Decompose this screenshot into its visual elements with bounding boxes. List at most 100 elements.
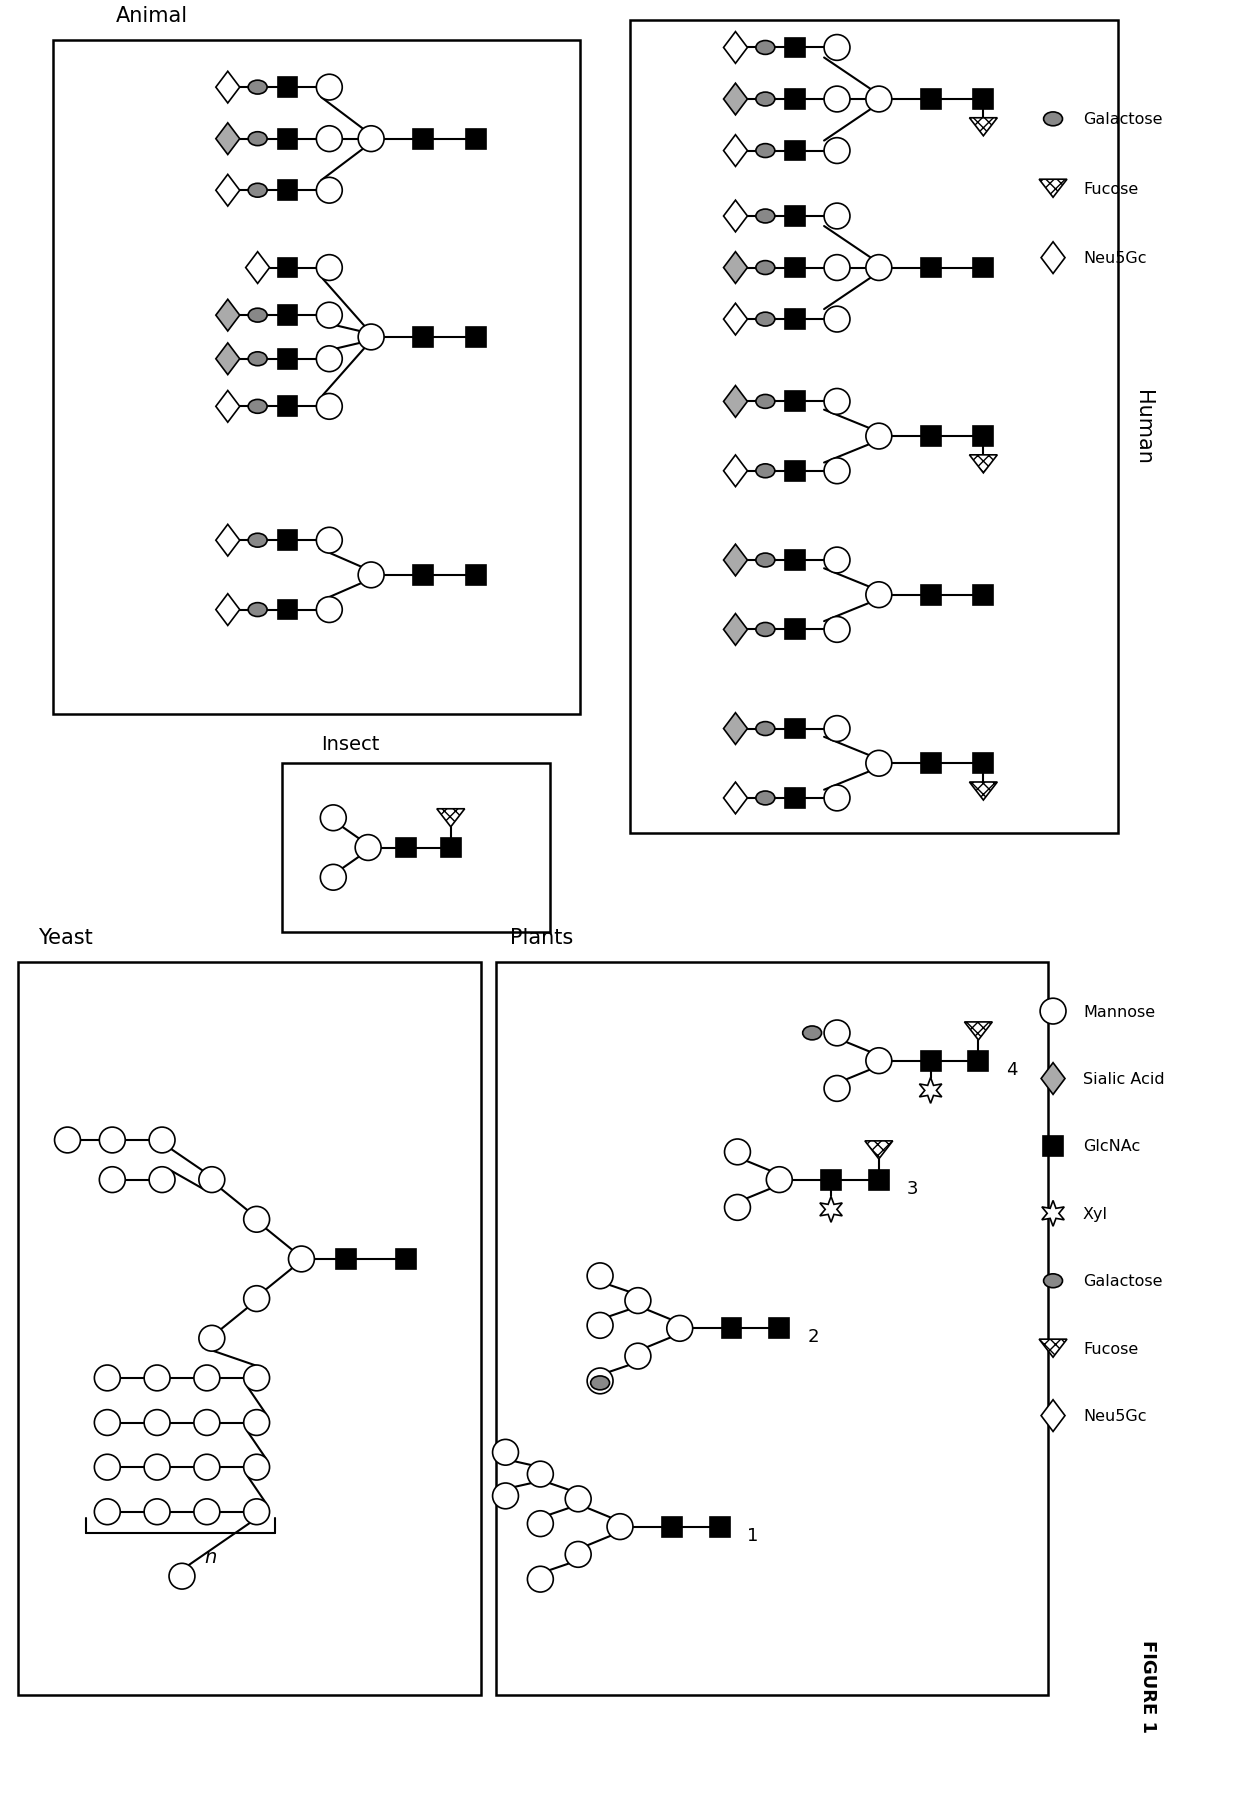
Circle shape [358, 325, 384, 351]
Circle shape [244, 1207, 269, 1232]
Circle shape [144, 1409, 170, 1435]
Circle shape [144, 1366, 170, 1391]
Circle shape [94, 1455, 120, 1480]
Bar [869, 1171, 889, 1189]
Bar [785, 461, 805, 481]
Bar [466, 327, 486, 347]
Circle shape [320, 806, 346, 831]
Bar [785, 620, 805, 640]
Circle shape [320, 866, 346, 891]
Bar [785, 90, 805, 110]
Circle shape [492, 1484, 518, 1509]
Circle shape [316, 304, 342, 329]
Bar [662, 1516, 682, 1536]
Bar [278, 531, 298, 551]
Bar [278, 78, 298, 98]
Circle shape [625, 1288, 651, 1314]
Bar [785, 551, 805, 571]
Text: Sialic Acid: Sialic Acid [1083, 1072, 1164, 1086]
Polygon shape [1042, 1063, 1065, 1095]
Circle shape [588, 1368, 613, 1393]
Circle shape [492, 1440, 518, 1465]
Bar [396, 838, 415, 858]
Polygon shape [723, 455, 748, 488]
Bar [973, 426, 993, 446]
Bar [821, 1171, 841, 1189]
Bar [496, 961, 1048, 1695]
Polygon shape [723, 614, 748, 645]
Circle shape [527, 1567, 553, 1592]
Circle shape [825, 255, 849, 282]
Circle shape [825, 139, 849, 164]
Circle shape [244, 1409, 269, 1435]
Bar [920, 426, 941, 446]
Bar [278, 398, 298, 417]
Circle shape [316, 255, 342, 282]
Polygon shape [723, 253, 748, 284]
Circle shape [316, 598, 342, 623]
Circle shape [825, 548, 849, 573]
Circle shape [244, 1455, 269, 1480]
Text: Animal: Animal [117, 5, 188, 25]
Ellipse shape [248, 604, 267, 618]
Circle shape [94, 1366, 120, 1391]
Polygon shape [216, 392, 239, 423]
Circle shape [825, 618, 849, 643]
Circle shape [766, 1167, 792, 1193]
Circle shape [608, 1514, 632, 1540]
Circle shape [316, 76, 342, 101]
Bar [785, 38, 805, 58]
Circle shape [1040, 999, 1066, 1025]
Text: GlcNAc: GlcNAc [1083, 1138, 1140, 1155]
Text: 2: 2 [807, 1328, 818, 1346]
Text: 3: 3 [906, 1178, 918, 1196]
Circle shape [565, 1541, 591, 1567]
Circle shape [149, 1167, 175, 1193]
Bar [920, 1052, 941, 1072]
Bar [920, 90, 941, 110]
Bar [630, 20, 1117, 833]
Polygon shape [1039, 181, 1066, 199]
Text: Galactose: Galactose [1083, 1274, 1162, 1288]
Circle shape [825, 716, 849, 743]
Circle shape [149, 1128, 175, 1153]
Bar [278, 258, 298, 278]
Ellipse shape [248, 352, 267, 367]
Circle shape [99, 1167, 125, 1193]
Circle shape [588, 1312, 613, 1339]
Polygon shape [723, 387, 748, 417]
Circle shape [667, 1315, 693, 1341]
Circle shape [527, 1462, 553, 1487]
Bar [785, 141, 805, 161]
Circle shape [316, 179, 342, 204]
Bar [920, 585, 941, 605]
Bar [785, 258, 805, 278]
Bar [52, 40, 580, 714]
Circle shape [724, 1194, 750, 1220]
Text: n: n [205, 1547, 217, 1567]
Ellipse shape [802, 1026, 822, 1041]
Polygon shape [970, 782, 997, 801]
Ellipse shape [248, 399, 267, 414]
Ellipse shape [1044, 112, 1063, 126]
Bar [440, 838, 461, 858]
Text: 1: 1 [748, 1525, 759, 1543]
Circle shape [193, 1366, 219, 1391]
Circle shape [193, 1455, 219, 1480]
Ellipse shape [756, 553, 775, 567]
Circle shape [244, 1500, 269, 1525]
Bar [278, 349, 298, 369]
Bar [968, 1052, 988, 1072]
Text: 4: 4 [1007, 1061, 1018, 1079]
Polygon shape [723, 546, 748, 576]
Circle shape [289, 1247, 315, 1272]
Ellipse shape [756, 92, 775, 107]
Circle shape [825, 204, 849, 229]
Bar [973, 90, 993, 110]
Polygon shape [246, 253, 269, 284]
Bar [785, 719, 805, 739]
Polygon shape [970, 455, 997, 473]
Bar [973, 585, 993, 605]
Bar [278, 130, 298, 150]
Bar [920, 754, 941, 773]
